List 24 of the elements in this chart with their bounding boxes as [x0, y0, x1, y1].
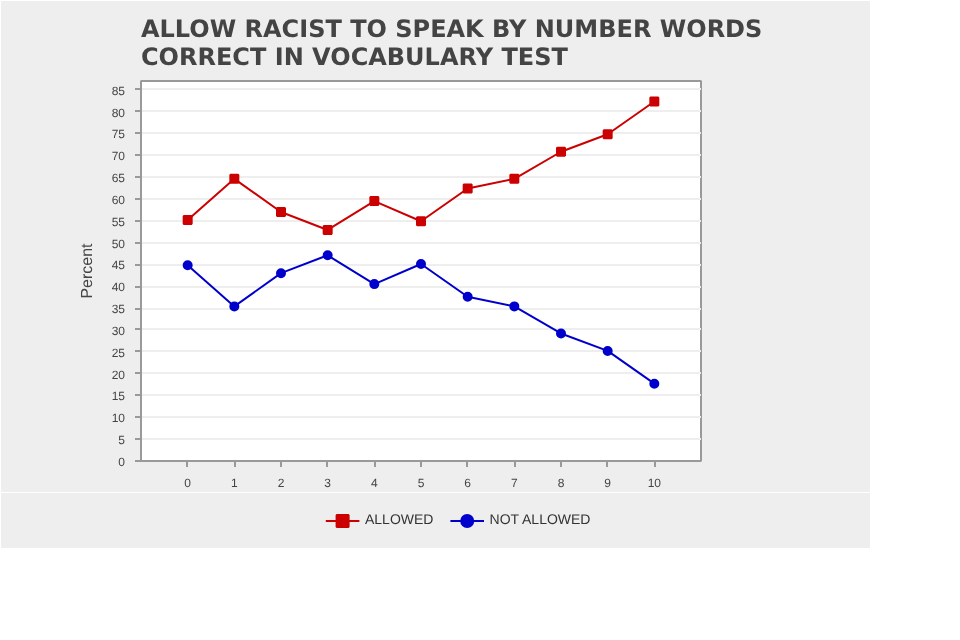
- point: [369, 196, 380, 207]
- point: [602, 129, 613, 140]
- point: [369, 279, 380, 290]
- chart-title: ALLOW RACIST TO SPEAK BY NUMBER WORDS CORRECT IN VOCABULARY TEST: [141, 15, 763, 71]
- point: [322, 250, 333, 261]
- point: [416, 259, 426, 269]
- point: [276, 268, 286, 279]
- point: [182, 260, 193, 271]
- point: [276, 207, 286, 218]
- point: [229, 301, 240, 312]
- y-axis-title: Percent: [77, 241, 96, 299]
- point: [322, 224, 333, 235]
- point: [602, 345, 613, 356]
- point: [462, 183, 473, 194]
- point: [462, 291, 473, 302]
- point: [509, 173, 520, 184]
- point: [649, 96, 660, 107]
- point: [556, 328, 566, 339]
- point: [649, 378, 660, 389]
- point: [509, 301, 520, 312]
- point: [556, 146, 566, 157]
- point: [182, 214, 193, 225]
- point: [229, 173, 240, 184]
- point: [416, 216, 426, 227]
